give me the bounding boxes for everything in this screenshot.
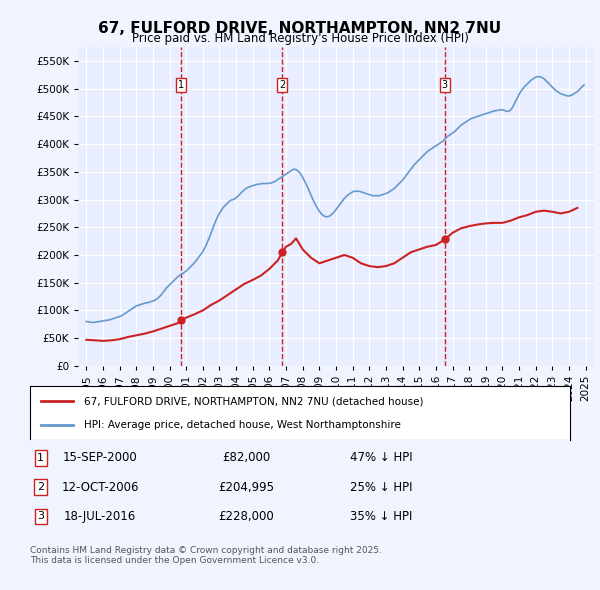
Text: HPI: Average price, detached house, West Northamptonshire: HPI: Average price, detached house, West… (84, 419, 401, 430)
Text: 18-JUL-2016: 18-JUL-2016 (64, 510, 136, 523)
Text: 1: 1 (37, 453, 44, 463)
Text: 35% ↓ HPI: 35% ↓ HPI (350, 510, 412, 523)
Text: 67, FULFORD DRIVE, NORTHAMPTON, NN2 7NU: 67, FULFORD DRIVE, NORTHAMPTON, NN2 7NU (98, 21, 502, 35)
Text: 2: 2 (279, 80, 286, 90)
Text: 3: 3 (442, 80, 448, 90)
Text: 67, FULFORD DRIVE, NORTHAMPTON, NN2 7NU (detached house): 67, FULFORD DRIVE, NORTHAMPTON, NN2 7NU … (84, 396, 424, 407)
Text: £204,995: £204,995 (218, 481, 274, 494)
Text: 12-OCT-2006: 12-OCT-2006 (61, 481, 139, 494)
Text: 15-SEP-2000: 15-SEP-2000 (63, 451, 137, 464)
Text: £82,000: £82,000 (222, 451, 270, 464)
Text: 2: 2 (37, 482, 44, 492)
Text: Contains HM Land Registry data © Crown copyright and database right 2025.
This d: Contains HM Land Registry data © Crown c… (30, 546, 382, 565)
Text: Price paid vs. HM Land Registry's House Price Index (HPI): Price paid vs. HM Land Registry's House … (131, 32, 469, 45)
Text: 3: 3 (37, 512, 44, 522)
Text: 25% ↓ HPI: 25% ↓ HPI (350, 481, 412, 494)
Text: 1: 1 (178, 80, 184, 90)
Text: £228,000: £228,000 (218, 510, 274, 523)
Text: 47% ↓ HPI: 47% ↓ HPI (350, 451, 412, 464)
